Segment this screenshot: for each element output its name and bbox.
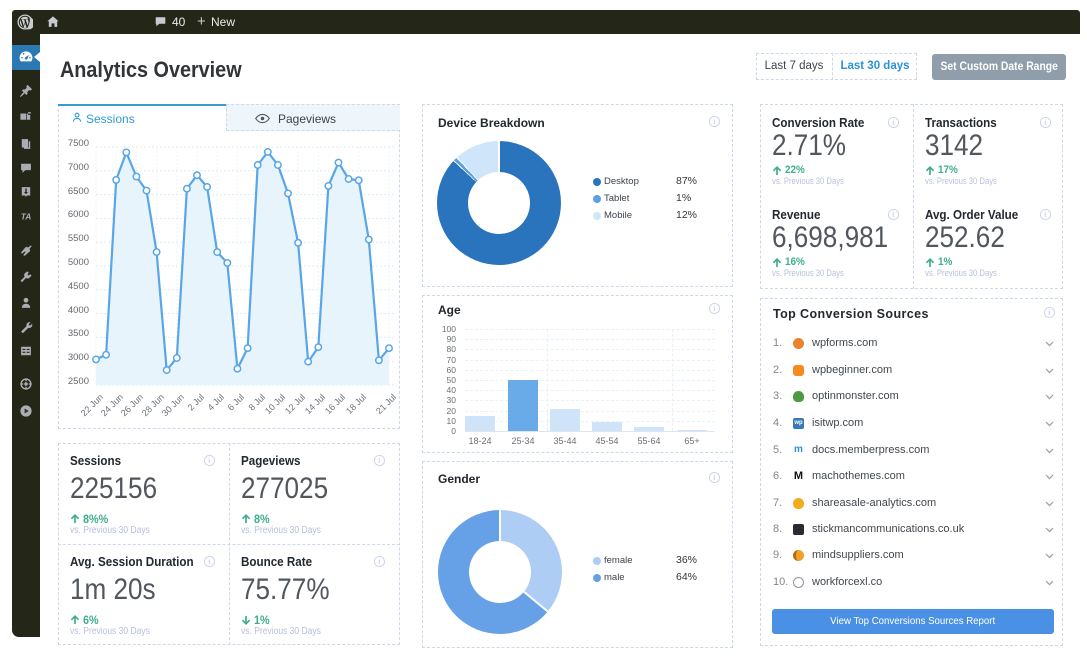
- svg-text:TA: TA: [21, 212, 32, 222]
